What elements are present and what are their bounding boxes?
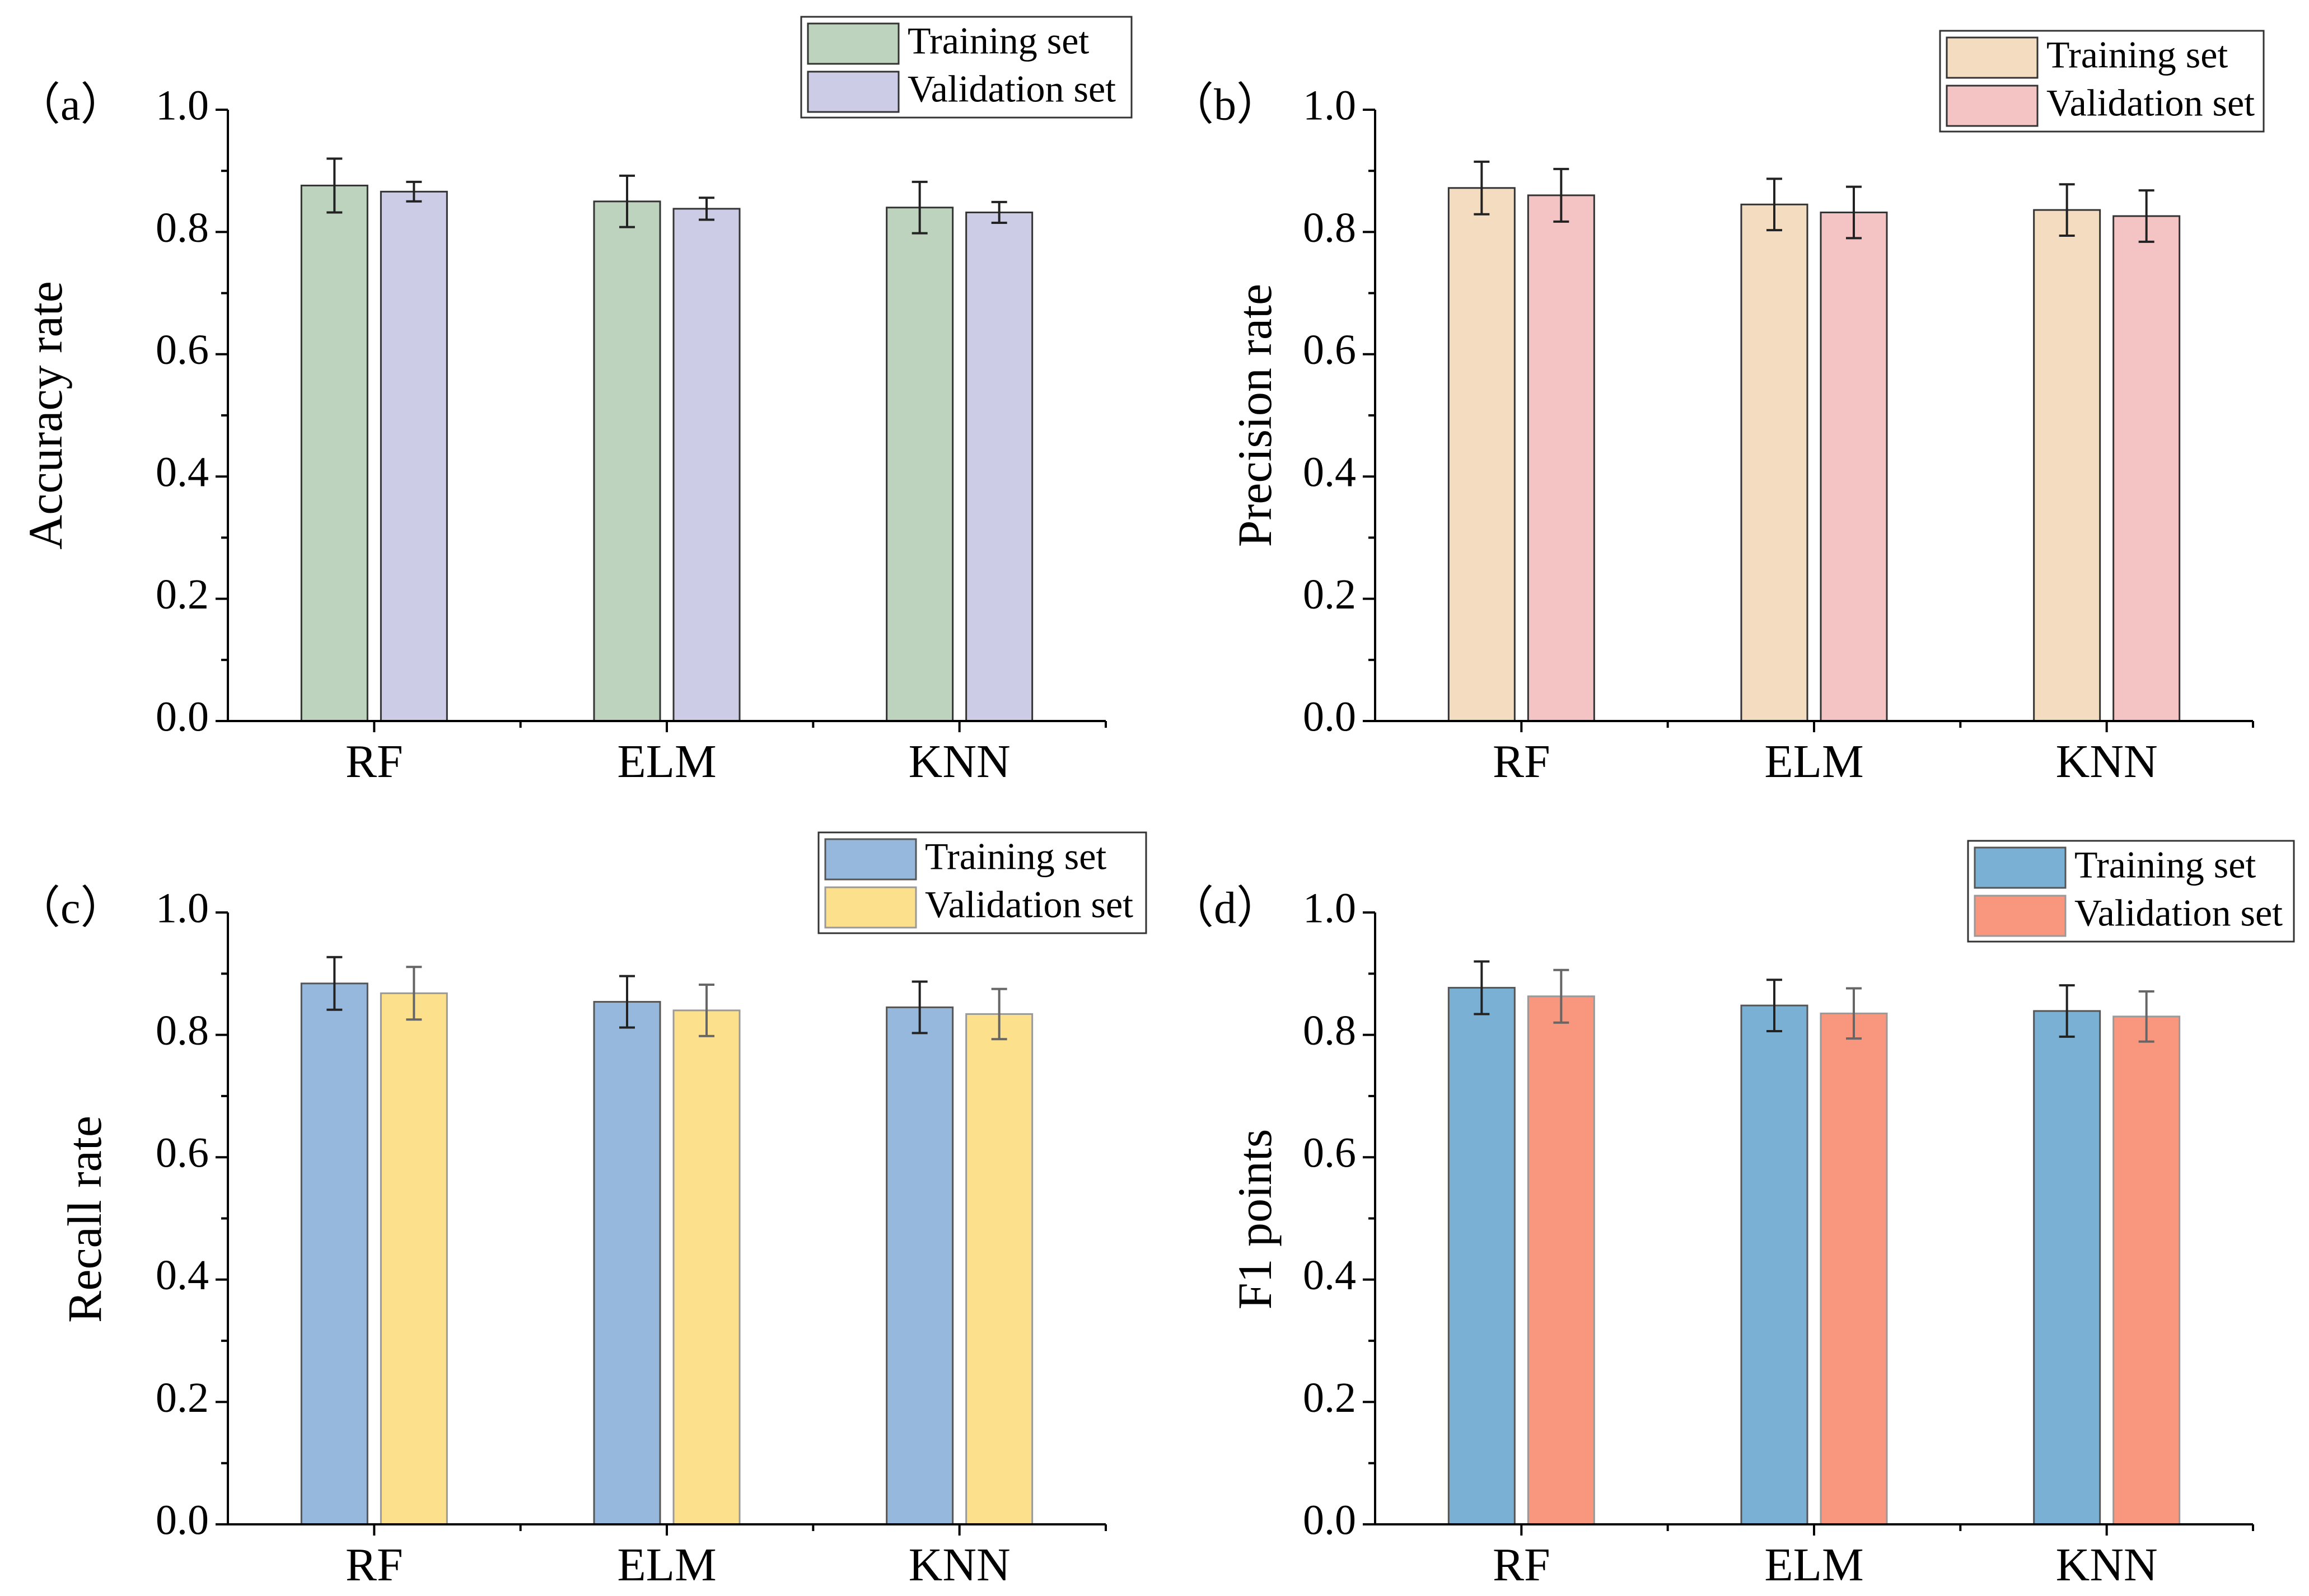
bar-training-set-knn — [886, 1006, 954, 1525]
bar-validation-set-rf — [1527, 194, 1595, 722]
chart-panel-3: （d） F1 points 0.0 0.2 0.4 0.6 0.8 1.0 RF ELM KNN Tr… — [1169, 840, 2295, 1591]
legend-swatch — [824, 886, 917, 929]
y-axis-label: F1 points — [1228, 1129, 1282, 1310]
legend-swatch — [1974, 846, 2067, 889]
x-tick-label-rf: RF — [345, 736, 403, 788]
legend-label: Training set — [925, 835, 1106, 878]
y-tick-label: 0.4 — [1303, 1252, 1356, 1299]
bar-training-set-knn — [886, 207, 954, 722]
bar-validation-set-knn — [965, 1013, 1034, 1525]
x-tick-label-knn: KNN — [909, 1539, 1011, 1591]
y-tick-label: 0.2 — [156, 1374, 209, 1421]
y-tick-label: 0.0 — [1303, 693, 1356, 740]
y-tick-label: 0.8 — [156, 204, 209, 251]
legend-swatch — [807, 71, 900, 113]
y-tick-label: 0.6 — [1303, 1130, 1356, 1177]
panel-label: （c） — [16, 883, 125, 933]
bar-training-set-rf — [1447, 986, 1516, 1525]
y-tick-label: 0.0 — [156, 1496, 209, 1543]
y-axis-label: Accuracy rate — [18, 281, 72, 550]
y-axis-label: Recall rate — [58, 1116, 111, 1323]
y-tick-label: 1.0 — [156, 884, 209, 932]
y-tick-label: 0.0 — [1303, 1496, 1356, 1543]
legend-label: Validation set — [925, 883, 1133, 926]
y-tick-label: 0.4 — [1303, 449, 1356, 496]
y-tick-label: 0.2 — [156, 571, 209, 618]
chart-panel-2: （c） Recall rate 0.0 0.2 0.4 0.6 0.8 1.0 RF ELM KNN… — [16, 831, 1147, 1591]
bar-training-set-rf — [1447, 187, 1516, 722]
legend-label: Validation set — [908, 68, 1116, 110]
x-tick-label-rf: RF — [1493, 1539, 1550, 1591]
x-tick-label-knn: KNN — [2056, 736, 2158, 788]
y-axis-label: Precision rate — [1228, 284, 1282, 547]
x-tick-label-knn: KNN — [909, 736, 1011, 788]
bar-training-set-rf — [300, 184, 368, 722]
y-tick-label: 0.8 — [156, 1007, 209, 1054]
x-tick-label-rf: RF — [345, 1539, 403, 1591]
legend-swatch — [1946, 36, 2039, 79]
y-tick-label: 0.4 — [156, 449, 209, 496]
bar-validation-set-elm — [1820, 1012, 1888, 1525]
bar-training-set-elm — [1740, 203, 1808, 722]
y-tick-label: 0.8 — [1303, 204, 1356, 251]
bar-training-set-knn — [2033, 209, 2101, 722]
bar-training-set-elm — [593, 200, 661, 722]
legend: Training set Validation set — [1967, 840, 2295, 943]
y-tick-label: 0.6 — [1303, 326, 1356, 373]
chart-panel-0: （a） Accuracy rate 0.0 0.2 0.4 0.6 0.8 1.0 RF ELM K… — [16, 16, 1133, 788]
legend-label: Training set — [2046, 34, 2228, 76]
x-tick-label-elm: ELM — [1764, 736, 1863, 788]
bar-validation-set-knn — [2112, 215, 2181, 722]
bar-validation-set-knn — [2112, 1015, 2181, 1525]
bar-validation-set-knn — [965, 211, 1034, 722]
panel-label: （a） — [16, 80, 125, 129]
bar-validation-set-elm — [672, 208, 741, 722]
y-tick-label: 0.6 — [156, 1130, 209, 1177]
bar-validation-set-elm — [1820, 211, 1888, 722]
legend: Training set Validation set — [800, 16, 1133, 119]
legend-swatch — [1974, 895, 2067, 937]
bar-training-set-elm — [1740, 1004, 1808, 1525]
legend-swatch — [1946, 85, 2039, 127]
bar-training-set-knn — [2033, 1010, 2101, 1525]
x-tick-label-elm: ELM — [617, 1539, 716, 1591]
legend: Training set Validation set — [817, 831, 1147, 934]
y-tick-label: 1.0 — [1303, 884, 1356, 932]
bar-validation-set-elm — [672, 1009, 741, 1525]
y-tick-label: 0.8 — [1303, 1007, 1356, 1054]
y-tick-label: 0.2 — [1303, 571, 1356, 618]
legend: Training set Validation set — [1939, 30, 2265, 133]
bar-validation-set-rf — [1527, 995, 1595, 1525]
chart-panel-1: （b） Precision rate 0.0 0.2 0.4 0.6 0.8 1.0 RF ELM… — [1169, 30, 2265, 788]
bar-training-set-rf — [300, 982, 368, 1525]
legend-label: Validation set — [2074, 892, 2283, 934]
bar-validation-set-rf — [380, 992, 448, 1525]
legend-label: Training set — [908, 20, 1089, 62]
y-tick-label: 0.2 — [1303, 1374, 1356, 1421]
legend-swatch — [824, 838, 917, 881]
x-tick-label-rf: RF — [1493, 736, 1550, 788]
panel-label: （d） — [1169, 883, 1281, 933]
y-tick-label: 0.4 — [156, 1252, 209, 1299]
x-tick-label-elm: ELM — [617, 736, 716, 788]
legend-label: Validation set — [2046, 82, 2255, 124]
x-tick-label-knn: KNN — [2056, 1539, 2158, 1591]
panel-label: （b） — [1169, 80, 1281, 129]
y-tick-label: 0.6 — [156, 326, 209, 373]
bar-training-set-elm — [593, 1001, 661, 1525]
y-tick-label: 1.0 — [1303, 82, 1356, 129]
legend-label: Training set — [2074, 844, 2256, 886]
legend-swatch — [807, 22, 900, 65]
y-tick-label: 1.0 — [156, 82, 209, 129]
bar-validation-set-rf — [380, 190, 448, 722]
x-tick-label-elm: ELM — [1764, 1539, 1863, 1591]
y-tick-label: 0.0 — [156, 693, 209, 740]
